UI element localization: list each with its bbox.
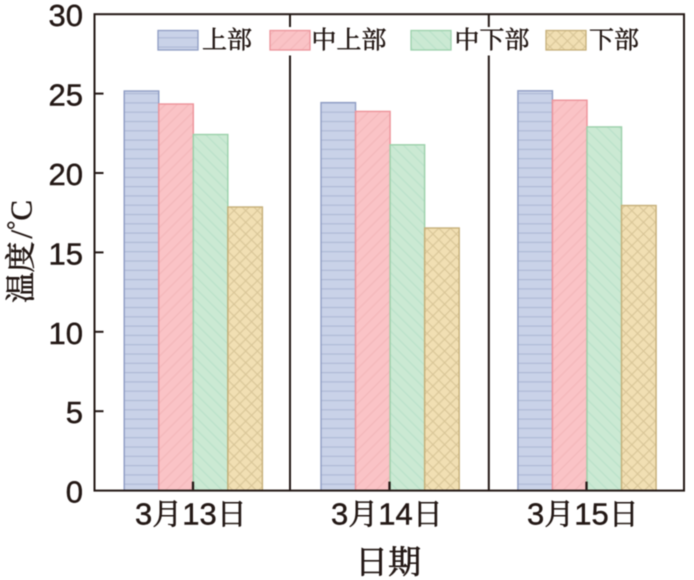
svg-text:5: 5: [66, 395, 83, 430]
svg-text:10: 10: [49, 316, 83, 351]
svg-text:20: 20: [49, 157, 83, 192]
svg-text:3: 3: [135, 497, 152, 532]
svg-text:0: 0: [66, 475, 83, 510]
svg-text:15: 15: [574, 497, 608, 532]
svg-text:13: 13: [182, 497, 216, 532]
svg-text:25: 25: [49, 78, 83, 113]
svg-text:/°C: /°C: [3, 200, 39, 239]
svg-text:3: 3: [527, 497, 544, 532]
svg-text:30: 30: [49, 0, 83, 33]
svg-text:3: 3: [331, 497, 348, 532]
svg-text:14: 14: [378, 497, 412, 532]
svg-text:15: 15: [49, 236, 83, 271]
